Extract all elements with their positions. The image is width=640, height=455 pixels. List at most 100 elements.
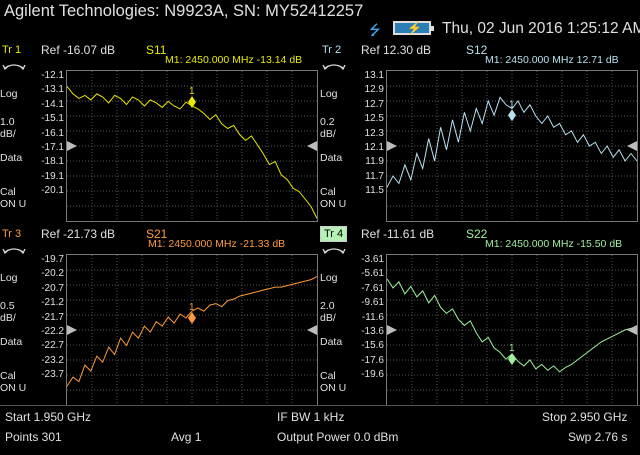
s-parameter[interactable]: S12 — [466, 43, 488, 57]
trace-panel-1[interactable]: Tr 1 Ref -16.07 dB S11 M1: 2450.000 MHz … — [0, 40, 320, 224]
points[interactable]: Points 301 — [5, 430, 62, 444]
y-tick-label: -13.6 — [361, 326, 384, 337]
cal-label: Cal — [0, 186, 16, 198]
marker-diamond — [188, 96, 196, 109]
s-parameter[interactable]: S11 — [146, 43, 167, 57]
y-tick-label: -14.1 — [41, 98, 64, 110]
if-bandwidth[interactable]: IF BW 1 kHz — [277, 410, 345, 424]
scale-value: 1.0 — [0, 116, 15, 128]
s-parameter[interactable]: S21 — [146, 227, 168, 241]
y-tick-label: -19.6 — [361, 369, 384, 381]
marker-number: 1 — [509, 99, 515, 110]
marker-readout: M1: 2450.000 MHz -15.50 dB — [485, 238, 623, 250]
scale-unit: dB/ — [0, 312, 16, 324]
y-tick-label: -23.7 — [41, 369, 64, 381]
y-tick-label: -17.1 — [41, 142, 64, 153]
y-tick-label: 12.7 — [364, 98, 384, 110]
trace-panel-3[interactable]: Tr 3 Ref -21.73 dB S21 M1: 2450.000 MHz … — [0, 224, 320, 408]
scale-unit: dB/ — [320, 128, 336, 140]
trace-id[interactable]: Tr 1 — [2, 44, 22, 56]
y-tick-label: -19.7 — [41, 254, 64, 265]
y-tick-label: 12.3 — [364, 127, 384, 139]
mode-label: Data — [0, 152, 23, 164]
mode-label: Data — [320, 152, 343, 164]
y-tick-label: -15.1 — [41, 113, 64, 125]
trace-header: Tr 4 Ref -11.61 dB S22 M1: 2450.000 MHz … — [320, 224, 640, 250]
marker-number: 1 — [189, 86, 195, 97]
reference-level[interactable]: Ref 12.30 dB — [361, 43, 432, 57]
trace-graph[interactable]: 1 — [66, 254, 318, 406]
y-tick-label: -22.7 — [41, 340, 64, 352]
ref-arrow-left — [387, 141, 397, 151]
y-tick-label: 12.1 — [364, 142, 384, 153]
rotate-arrow-icon[interactable] — [2, 246, 26, 256]
cal-label: Cal — [320, 370, 336, 382]
stop-frequency[interactable]: Stop 2.950 GHz — [542, 410, 628, 424]
trace-line — [387, 96, 637, 188]
reference-level[interactable]: Ref -16.07 dB — [41, 43, 116, 57]
ref-arrow-right — [627, 141, 637, 151]
scale-unit: dB/ — [0, 128, 16, 140]
title-bar: Agilent Technologies: N9923A, SN: MY5241… — [0, 0, 640, 40]
y-tick-label: -21.2 — [41, 297, 64, 309]
marker-diamond — [508, 353, 516, 366]
scale-unit: dB/ — [320, 312, 336, 324]
s-parameter[interactable]: S22 — [466, 227, 488, 241]
ref-arrow-left — [387, 325, 397, 335]
y-tick-label: -20.2 — [41, 268, 64, 280]
rotate-arrow-icon[interactable] — [322, 62, 346, 72]
y-tick-label: -22.2 — [41, 326, 64, 337]
trace-id[interactable]: Tr 4 — [320, 226, 348, 242]
y-tick-label: -16.1 — [41, 127, 64, 139]
y-tick-label: -20.1 — [41, 185, 64, 197]
output-power[interactable]: Output Power 0.0 dBm — [277, 430, 399, 444]
y-tick-label: -21.7 — [41, 311, 64, 323]
y-tick-label: 12.9 — [364, 84, 384, 96]
rotate-arrow-icon[interactable] — [2, 62, 26, 72]
scale-value: 0.2 — [320, 116, 335, 128]
cal-state: ON U — [320, 198, 347, 210]
trace-header: Tr 3 Ref -21.73 dB S21 M1: 2450.000 MHz … — [0, 224, 320, 250]
y-tick-label: -17.6 — [361, 354, 384, 366]
averaging[interactable]: Avg 1 — [171, 430, 202, 444]
usb-icon: ⭍ — [369, 22, 381, 38]
trace-plot: 1 — [67, 71, 317, 221]
y-tick-label: -3.61 — [361, 254, 384, 265]
trace-line — [67, 276, 317, 387]
marker-number: 1 — [509, 343, 515, 354]
y-tick-label: -19.1 — [41, 170, 64, 182]
trace-plot: 1 — [387, 255, 637, 405]
marker-diamond — [188, 312, 196, 324]
cal-label: Cal — [320, 186, 336, 198]
scale-value: 0.5 — [0, 300, 15, 312]
cal-state: ON U — [0, 382, 27, 394]
trace-graph[interactable]: 1 — [386, 254, 638, 406]
reference-level[interactable]: Ref -11.61 dB — [361, 227, 435, 241]
ref-arrow-left — [67, 141, 77, 151]
sweep-time[interactable]: Swp 2.76 s — [568, 430, 628, 444]
trace-id[interactable]: Tr 3 — [2, 228, 22, 240]
reference-level[interactable]: Ref -21.73 dB — [41, 227, 116, 241]
y-tick-label: -12.1 — [41, 70, 64, 81]
start-frequency[interactable]: Start 1.950 GHz — [5, 410, 92, 424]
mode-label: Data — [0, 336, 23, 348]
y-tick-label: -23.2 — [41, 354, 64, 366]
marker-readout: M1: 2450.000 MHz -13.14 dB — [165, 54, 303, 66]
ref-arrow-left — [67, 325, 77, 335]
instrument-title: Agilent Technologies: N9923A, SN: MY5241… — [4, 2, 364, 20]
trace-panel-2[interactable]: Tr 2 Ref 12.30 dB S12 M1: 2450.000 MHz 1… — [320, 40, 640, 224]
mode-label: Data — [320, 336, 343, 348]
cal-state: ON U — [0, 198, 27, 210]
trace-panel-4[interactable]: Tr 4 Ref -11.61 dB S22 M1: 2450.000 MHz … — [320, 224, 640, 408]
format-label: Log — [320, 272, 338, 284]
trace-graph[interactable]: 1 — [386, 70, 638, 222]
trace-header: Tr 1 Ref -16.07 dB S11 M1: 2450.000 MHz … — [0, 40, 320, 66]
marker-diamond — [508, 109, 516, 122]
y-tick-label: 11.5 — [365, 185, 384, 197]
y-tick-label: 11.9 — [365, 156, 384, 168]
trace-id[interactable]: Tr 2 — [322, 44, 342, 56]
battery-icon: ⚡ — [393, 21, 434, 35]
y-tick-label: -11.6 — [361, 311, 384, 323]
trace-graph[interactable]: 1 — [66, 70, 318, 222]
rotate-arrow-icon[interactable] — [322, 246, 346, 256]
